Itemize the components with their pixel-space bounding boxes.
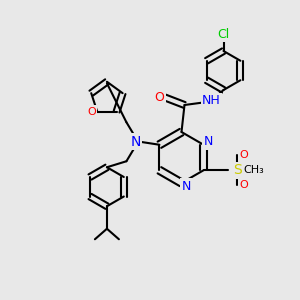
Text: O: O <box>155 91 164 104</box>
Text: O: O <box>239 150 248 160</box>
Text: NH: NH <box>202 94 221 107</box>
Text: O: O <box>87 106 96 117</box>
Text: Cl: Cl <box>218 28 230 41</box>
Text: O: O <box>239 180 248 190</box>
Text: N: N <box>130 135 141 149</box>
Text: CH₃: CH₃ <box>243 165 264 175</box>
Text: S: S <box>233 163 242 177</box>
Text: N: N <box>181 179 191 193</box>
Text: N: N <box>203 135 213 148</box>
